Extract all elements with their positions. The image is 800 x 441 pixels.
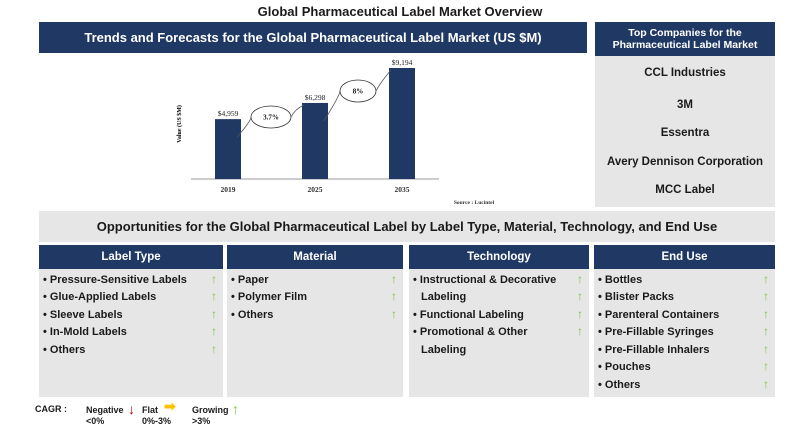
up-arrow-icon: ↑ (211, 289, 217, 303)
bar (389, 68, 415, 179)
bar-value-label: $6,298 (305, 93, 326, 102)
y-axis-label: Value (US $M) (176, 105, 183, 143)
up-arrow-icon: ↑ (763, 289, 769, 303)
label-type-header: Label Type (39, 245, 223, 269)
up-arrow-icon: ↑ (211, 324, 217, 338)
up-arrow-icon: ↑ (577, 289, 583, 303)
company-item: Essentra (660, 127, 710, 139)
up-arrow-icon: ↑ (391, 307, 397, 321)
bar (215, 119, 241, 179)
legend-flat-label: Flat (142, 405, 159, 415)
cagr-label: 3.7% (263, 114, 279, 122)
chart-source: Source : Lucintel (454, 200, 495, 206)
up-arrow-icon: ↑ (577, 324, 583, 338)
up-arrow-icon: ↑ (763, 377, 769, 391)
list-item: • Functional Labeling (413, 309, 524, 321)
technology-header: Technology (409, 245, 589, 269)
label-type-list: • Pressure-Sensitive Labels • Glue-Appli… (39, 269, 223, 397)
x-tick-label: 2025 (308, 185, 323, 194)
legend-growing-range: >3% (192, 416, 211, 426)
up-arrow-icon: ↑ (391, 289, 397, 303)
down-arrow-icon: ↓ (128, 401, 135, 417)
cagr-legend-label: CAGR : (35, 404, 67, 414)
legend-negative-label: Negative (86, 405, 124, 415)
company-item: CCL Industries (644, 67, 726, 79)
up-arrow-icon: ↑ (232, 401, 239, 417)
cagr-connector (375, 69, 392, 92)
list-item: • Pre-Fillable Inhalers (598, 344, 710, 356)
opportunities-title: Opportunities for the Global Pharmaceuti… (39, 211, 775, 242)
list-item: • Glue-Applied Labels (43, 291, 157, 303)
list-item: • Others (598, 379, 641, 391)
up-arrow-icon: ↑ (763, 359, 769, 373)
list-item-continued: Labeling (421, 291, 467, 303)
up-arrow-icon: ↑ (391, 272, 397, 286)
up-arrow-icon: ↑ (211, 342, 217, 356)
list-item: • Others (43, 344, 86, 356)
legend-flat-range: 0%-3% (142, 416, 172, 426)
up-arrow-icon: ↑ (211, 272, 217, 286)
companies-list: CCL Industries 3M Essentra Avery Denniso… (595, 56, 775, 207)
cagr-label: 8% (353, 88, 364, 96)
legend-growing-label: Growing (192, 405, 229, 415)
list-item: • In-Mold Labels (43, 326, 127, 338)
list-item: • Sleeve Labels (43, 309, 123, 321)
list-item: • Promotional & Other (413, 326, 528, 338)
up-arrow-icon: ↑ (763, 342, 769, 356)
list-item: • Pouches (598, 361, 651, 373)
bar-value-label: $9,194 (392, 58, 413, 67)
cagr-bubble (250, 105, 292, 129)
company-item: 3M (677, 99, 693, 111)
bar-value-label: $4,959 (218, 109, 239, 118)
bar (302, 102, 328, 179)
up-arrow-icon: ↑ (763, 272, 769, 286)
up-arrow-icon: ↑ (211, 307, 217, 321)
list-item: • Bottles (598, 274, 643, 286)
cagr-bubble (339, 79, 377, 103)
list-item: • Blister Packs (598, 291, 675, 303)
end-use-header: End Use (594, 245, 775, 269)
list-item: • Pre-Fillable Syringes (598, 326, 714, 338)
chart-area: Value (US $M) $4,959 2019 $6,298 2025 $9,194 2… (39, 53, 587, 207)
page-title: Global Pharmaceutical Label Market Overv… (257, 4, 543, 19)
up-arrow-icon: ↑ (577, 307, 583, 321)
companies-header: Top Companies for the Pharmaceutical Lab… (595, 22, 775, 56)
material-list: • Paper • Polymer Film • Others ↑ ↑ ↑ (227, 269, 403, 397)
bar-chart: Value (US $M) $4,959 2019 $6,298 2025 $9,194 2… (176, 58, 495, 206)
up-arrow-icon: ↑ (763, 307, 769, 321)
x-tick-label: 2019 (221, 185, 236, 194)
list-item: • Parenteral Containers (598, 309, 720, 321)
list-item: • Others (231, 309, 274, 321)
list-item: • Paper (231, 274, 269, 286)
list-item-continued: Labeling (421, 344, 467, 356)
up-arrow-icon: ↑ (577, 272, 583, 286)
company-item: Avery Dennison Corporation (606, 156, 764, 168)
list-item: • Instructional & Decorative (413, 274, 557, 286)
legend-negative-range: <0% (86, 416, 105, 426)
right-arrow-icon: ➡ (164, 398, 176, 414)
list-item: • Polymer Film (231, 291, 307, 303)
end-use-list: • Bottles • Blister Packs • Parenteral C… (594, 269, 775, 397)
cagr-connector (290, 104, 305, 118)
up-arrow-icon: ↑ (763, 324, 769, 338)
x-tick-label: 2035 (395, 185, 410, 194)
chart-header: Trends and Forecasts for the Global Phar… (39, 22, 587, 53)
company-item: MCC Label (655, 184, 715, 196)
material-header: Material (227, 245, 403, 269)
list-item: • Pressure-Sensitive Labels (43, 274, 187, 286)
technology-list: • Instructional & Decorative Labeling • … (409, 269, 589, 397)
